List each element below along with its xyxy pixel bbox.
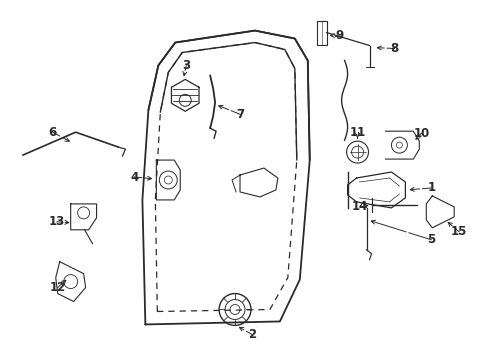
Text: 4: 4 <box>130 171 138 184</box>
Text: 1: 1 <box>427 181 434 194</box>
Bar <box>316 21 326 45</box>
Text: 6: 6 <box>48 126 57 139</box>
Text: 9: 9 <box>335 29 343 42</box>
Text: 13: 13 <box>48 215 65 228</box>
Text: 7: 7 <box>236 108 244 121</box>
Text: 2: 2 <box>247 328 256 341</box>
Text: 5: 5 <box>427 233 434 246</box>
Text: 8: 8 <box>389 42 398 55</box>
Text: 3: 3 <box>182 59 190 72</box>
Text: 10: 10 <box>412 127 428 140</box>
Text: 15: 15 <box>450 225 467 238</box>
Text: 12: 12 <box>49 281 66 294</box>
Text: 14: 14 <box>351 201 367 213</box>
Text: 11: 11 <box>349 126 365 139</box>
